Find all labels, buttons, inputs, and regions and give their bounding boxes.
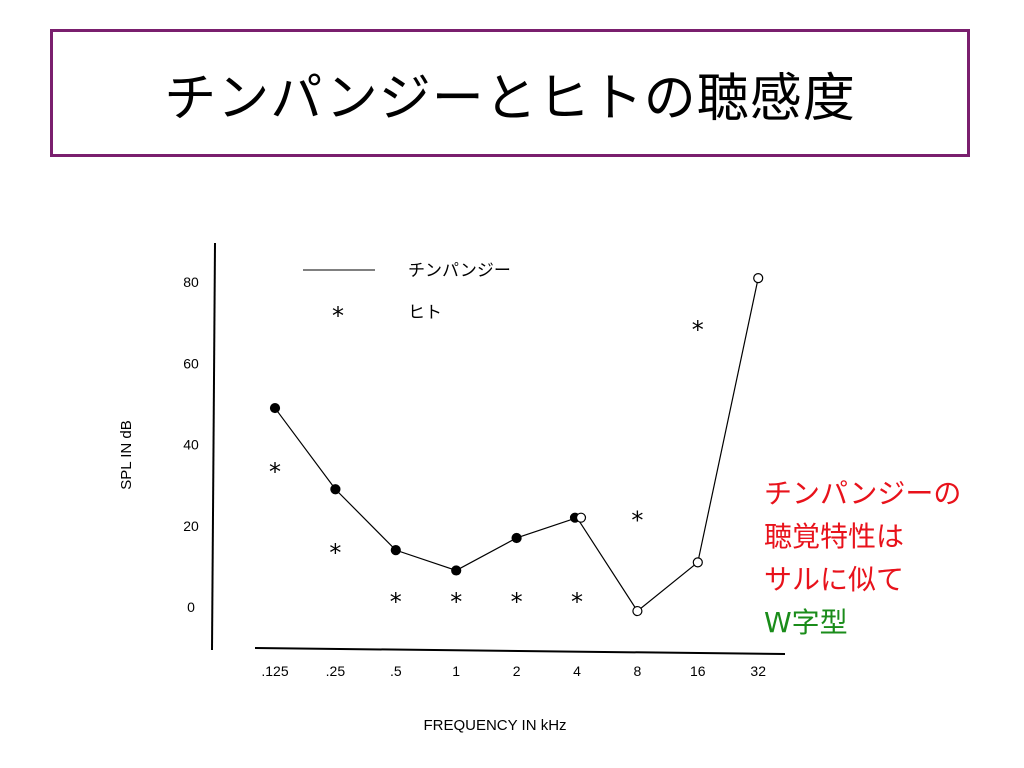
x-tick-label: 8 [634,663,642,679]
chimpanzee-point [632,605,643,617]
note-line-3: サルに似て [764,563,905,596]
chimpanzee-point [511,532,522,544]
y-tick-label: 40 [183,437,199,453]
x-tick-label: .25 [326,663,346,679]
x-tick-label: 4 [573,663,581,679]
slide-title: チンパンジーとヒトの聴感度 [164,68,856,129]
note-line-4: W字型 [764,606,848,639]
title-box: チンパンジーとヒトの聴感度 [50,29,970,157]
legend-asterisk-marker: * [332,302,344,330]
legend-label-human: ヒト [408,303,442,323]
chimpanzee-point [269,402,281,414]
chimpanzee-point [390,545,401,556]
x-tick-label: 1 [452,663,460,679]
chimpanzee-point [330,484,341,495]
chimpanzee-point [451,565,462,576]
legend-label-chimpanzee: チンパンジー [408,261,511,281]
y-axis-label: SPL IN dB [118,420,135,489]
human-point: * [692,316,704,344]
note-line-1: チンパンジーの [764,477,962,510]
annotation-note: チンパンジーの 聴覚特性は サルに似て W字型 [764,472,961,644]
x-tick-label: 2 [513,663,521,679]
x-tick-label: .125 [261,663,288,679]
x-axis-label: FREQUENCY IN kHz [423,717,566,734]
human-point: * [571,588,583,616]
y-tick-label: 0 [187,599,195,615]
y-tick-label: 20 [183,518,199,534]
y-tick-label: 60 [183,355,199,371]
chimpanzee-point [692,557,703,568]
note-line-2: 聴覚特性は [764,520,905,553]
human-point: * [329,539,341,567]
y-axis [211,242,216,651]
x-tick-label: 32 [750,663,766,679]
x-axis [254,647,786,655]
chimpanzee-point [753,273,764,284]
x-tick-label: .5 [390,663,402,679]
human-point: * [450,588,462,616]
chimpanzee-series-line [274,278,759,612]
chimpanzee-point [575,512,587,523]
human-point: * [269,458,281,486]
x-tick-label: 16 [690,663,706,679]
human-point: * [390,588,402,616]
y-tick-label: 80 [183,274,199,290]
human-point: * [631,507,643,535]
human-point: * [511,588,523,616]
